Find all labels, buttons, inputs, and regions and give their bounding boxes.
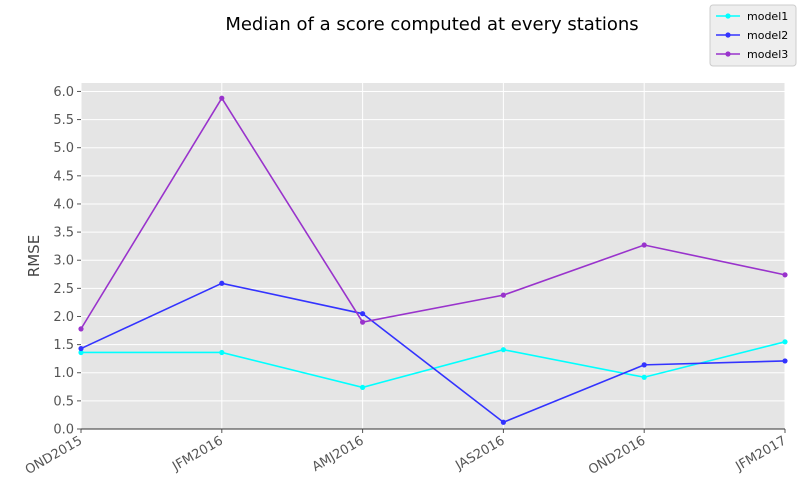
legend-label-model2: model2: [747, 29, 788, 42]
grid: [80, 83, 786, 430]
legend-box: [709, 4, 797, 67]
data-point-model3: [360, 319, 366, 325]
data-point-model2: [641, 362, 647, 368]
legend-marker-model2: [725, 32, 731, 38]
x-tick-label: OND2016: [586, 433, 648, 478]
y-tick-label: 3.5: [53, 226, 74, 241]
data-point-model1: [78, 349, 84, 356]
y-tick-label: 1.0: [53, 366, 74, 381]
series-line-model3: [80, 96, 786, 330]
plot-area: [81, 83, 785, 429]
data-point-model3: [219, 95, 225, 101]
legend-label-model1: model1: [747, 10, 788, 23]
legend: model1 model2 model3: [709, 4, 797, 67]
series-layer: [78, 95, 788, 425]
data-point-model2: [360, 311, 366, 317]
data-point-model1: [641, 374, 647, 380]
legend-marker-model3: [725, 51, 731, 57]
legend-label-model3: model3: [747, 48, 788, 61]
x-tick-label: JFM2016: [169, 433, 226, 474]
data-point-model1: [219, 349, 225, 356]
data-point-model3: [641, 242, 647, 248]
data-point-model3: [78, 326, 84, 332]
y-tick-label: 4.0: [53, 197, 74, 212]
data-point-model1: [360, 384, 366, 390]
x-tick-label: OND2015: [23, 433, 85, 478]
y-tick-label: 2.0: [53, 310, 74, 325]
y-tick-label: 0.0: [53, 423, 74, 438]
series-line-model2: [80, 282, 786, 424]
data-point-model2: [219, 280, 225, 286]
x-tick-label: AMJ2016: [310, 433, 367, 475]
data-point-model3: [782, 272, 788, 278]
y-axis-label: RMSE: [25, 235, 43, 277]
data-point-model1: [500, 347, 506, 353]
data-point-model1: [782, 339, 788, 345]
y-tick-label: 5.0: [53, 141, 74, 156]
y-tick-label: 3.0: [53, 254, 74, 269]
x-tick-label: JAS2016: [452, 433, 507, 473]
y-tick-label: 1.5: [53, 338, 74, 353]
y-tick-label: 2.5: [53, 282, 74, 297]
legend-marker-model1: [725, 13, 731, 19]
y-tick-label: 0.5: [53, 394, 74, 409]
data-point-model2: [782, 358, 788, 364]
data-point-model2: [500, 419, 506, 425]
x-tick-label: JFM2017: [732, 433, 789, 474]
data-point-model2: [78, 345, 84, 352]
data-point-model3: [500, 292, 506, 298]
y-tick-label: 5.5: [53, 113, 74, 128]
y-tick-label: 6.0: [53, 85, 74, 100]
y-tick-label: 4.5: [53, 169, 74, 184]
chart-title: Median of a score computed at every stat…: [225, 14, 638, 35]
